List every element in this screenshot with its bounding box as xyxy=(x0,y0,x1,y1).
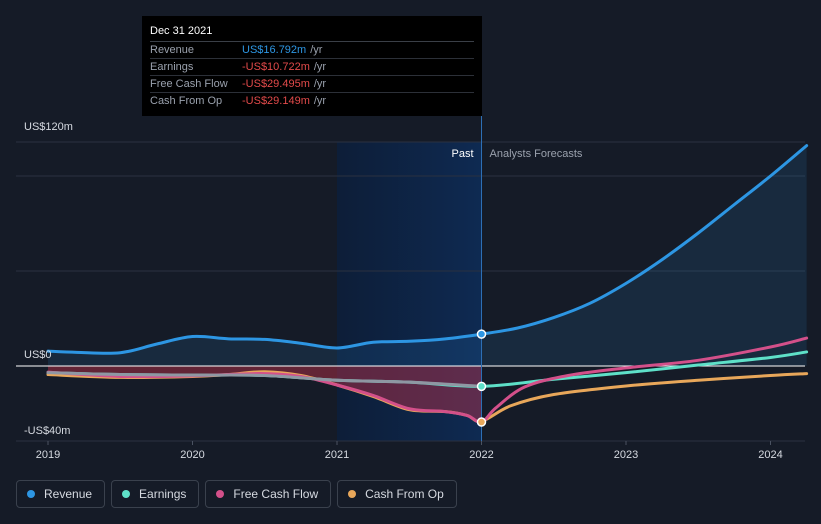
tooltip-value: -US$29.149m xyxy=(242,95,310,107)
past-label: Past xyxy=(451,148,473,160)
y-tick-label: -US$40m xyxy=(24,425,70,437)
highlight-marker xyxy=(476,417,487,427)
legend-dot-icon xyxy=(27,490,35,498)
tooltip-label: Cash From Op xyxy=(150,95,223,107)
x-tick-label: 2021 xyxy=(325,449,349,461)
tooltip-row-cash-from-op: Cash From Op -US$29.149m /yr xyxy=(150,93,474,109)
series-line-revenue xyxy=(46,144,809,355)
legend-label: Cash From Op xyxy=(365,487,444,501)
tooltip-label: Earnings xyxy=(150,61,194,73)
legend-label: Earnings xyxy=(139,487,187,501)
highlight-marker xyxy=(476,381,487,392)
legend-item-free-cash-flow[interactable]: Free Cash Flow xyxy=(205,480,332,508)
tooltip-label: Free Cash Flow xyxy=(150,78,228,90)
tooltip-value: US$16.792m xyxy=(242,44,307,56)
tooltip-unit: /yr xyxy=(310,44,323,56)
legend-label: Revenue xyxy=(44,487,93,501)
tooltip-row-earnings: Earnings -US$10.722m /yr xyxy=(150,59,474,76)
highlight-marker xyxy=(476,329,487,339)
x-tick-label: 2019 xyxy=(36,449,60,461)
earnings-past-line xyxy=(46,371,483,388)
x-tick-label: 2022 xyxy=(469,449,493,461)
legend-item-revenue[interactable]: Revenue xyxy=(16,480,106,508)
legend-item-cash-from-op[interactable]: Cash From Op xyxy=(337,480,457,508)
tooltip-row-free-cash-flow: Free Cash Flow -US$29.495m /yr xyxy=(150,76,474,93)
tooltip-title: Dec 31 2021 xyxy=(150,24,474,42)
tooltip-unit: /yr xyxy=(313,78,327,90)
tooltip-unit: /yr xyxy=(313,95,327,107)
tooltip-value: -US$29.495m xyxy=(242,78,310,90)
tooltip-value: -US$10.722m xyxy=(242,61,310,73)
legend-dot-icon xyxy=(216,490,225,498)
x-tick-label: 2024 xyxy=(758,449,782,461)
legend: Revenue Earnings Free Cash Flow Cash Fro… xyxy=(16,480,457,508)
forecast-label: Analysts Forecasts xyxy=(490,148,583,160)
legend-label: Free Cash Flow xyxy=(233,487,319,501)
tooltip: Dec 31 2021 Revenue US$16.792m /yr Earni… xyxy=(142,16,482,116)
legend-dot-icon xyxy=(122,490,131,498)
x-tick-label: 2023 xyxy=(614,449,638,461)
tooltip-label: Revenue xyxy=(150,44,195,56)
legend-dot-icon xyxy=(348,490,357,498)
tooltip-row-revenue: Revenue US$16.792m /yr xyxy=(150,42,474,59)
tooltip-unit: /yr xyxy=(313,61,327,73)
x-tick-label: 2020 xyxy=(180,449,204,461)
revenue-area xyxy=(48,145,807,366)
chart-svg: US$120m US$0 -US$40m 2019 2020 2021 2022 2023 20… xyxy=(16,116,809,461)
y-tick-label: US$120m xyxy=(24,121,73,133)
legend-item-earnings[interactable]: Earnings xyxy=(111,480,200,508)
y-tick-label: US$0 xyxy=(24,349,52,361)
